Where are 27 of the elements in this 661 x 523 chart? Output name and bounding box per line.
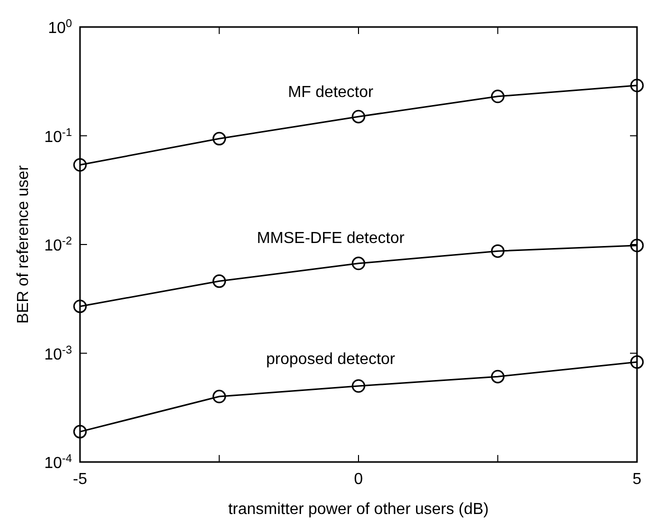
point (491, 90, 504, 104)
series-label: proposed detector (266, 351, 396, 368)
y-tick-label: 10$^{-4}$ (44, 453, 72, 472)
point (491, 370, 504, 384)
point (73, 424, 87, 438)
y-tick-label: 10$^{-1}$ (44, 126, 72, 146)
point (352, 110, 366, 124)
y-tick-label: 10$^{-2}$ (44, 236, 72, 254)
point (491, 244, 504, 258)
point (212, 274, 226, 288)
series-label: MMSE-DFE detector (256, 230, 406, 247)
y-tick-label: 10$^{0}$ (48, 18, 72, 37)
point (630, 355, 644, 369)
series-label: MF detector (288, 84, 374, 102)
y-axis-title: BER of reference user (15, 164, 32, 324)
point (352, 379, 366, 393)
point (212, 132, 226, 146)
x-tick-label: 0 (354, 471, 364, 488)
point (212, 390, 226, 404)
x-axis-title: transmitter power of other users (dB) (228, 501, 489, 518)
point (352, 256, 366, 270)
point (630, 78, 644, 92)
point (73, 300, 87, 314)
x-tick-label: 5 (632, 471, 642, 488)
point (73, 158, 87, 172)
x-tick-label: -5 (72, 471, 88, 488)
y-tick-label: 10$^{-3}$ (44, 344, 72, 364)
